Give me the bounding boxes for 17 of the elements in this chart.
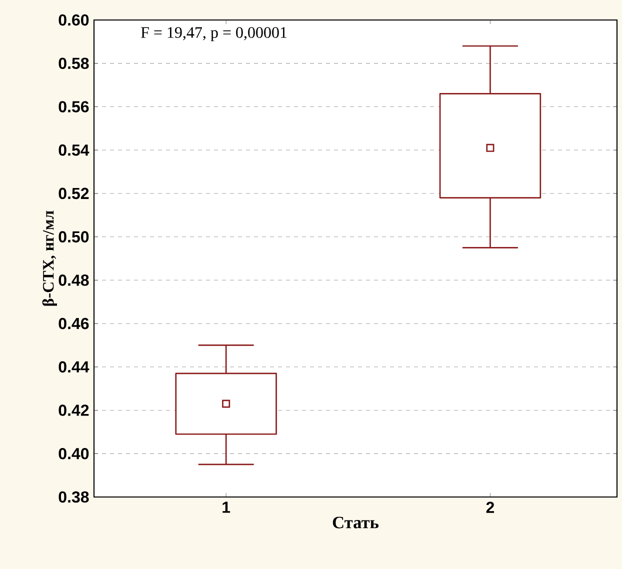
y-tick-label: 0.40 bbox=[58, 448, 89, 460]
y-axis-title: β-CTX, нг/мл bbox=[42, 210, 57, 306]
y-tick-label: 0.48 bbox=[58, 274, 89, 286]
y-tick-label: 0.56 bbox=[58, 101, 89, 112]
y-tick-label: 0.54 bbox=[58, 144, 90, 156]
y-tick-label: 0.46 bbox=[58, 318, 89, 330]
y-tick-label: 0.50 bbox=[58, 231, 89, 242]
y-tick-label: 0.38 bbox=[58, 491, 89, 503]
y-tick-label: 0.60 bbox=[58, 14, 89, 26]
annotation: F = 19,47, p = 0,00001 bbox=[141, 27, 287, 42]
y-tick-label: 0.58 bbox=[58, 58, 89, 70]
y-tick-label: 0.52 bbox=[58, 188, 89, 200]
x-axis-title: Стать bbox=[332, 516, 379, 528]
y-tick-label: 0.42 bbox=[58, 404, 89, 416]
y-tick-label: 0.44 bbox=[58, 361, 90, 373]
x-tick-label: 1 bbox=[222, 502, 230, 513]
x-tick-label: 2 bbox=[486, 502, 494, 513]
